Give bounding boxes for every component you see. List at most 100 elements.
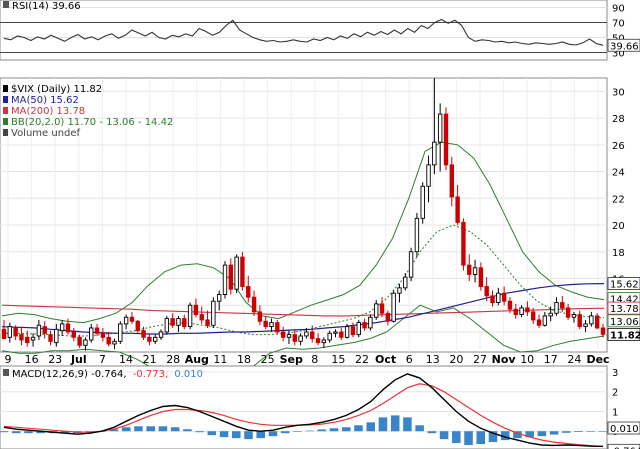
macd-value-tag-label: 0.010	[610, 424, 639, 435]
macd-histogram-bar	[231, 431, 241, 439]
candle-body	[379, 303, 385, 314]
price-tick-label: 26	[612, 141, 625, 152]
macd-value-tags: 0.010 -0.764	[607, 421, 640, 449]
macd-histogram-bar	[537, 431, 547, 437]
macd-histogram-bar	[305, 430, 314, 432]
rsi-legend-icon	[3, 1, 9, 8]
x-tick-label: Oct	[375, 353, 396, 366]
candle-body	[205, 319, 210, 326]
candle-body	[362, 322, 367, 329]
macd-histogram-bar	[366, 422, 376, 432]
macd-tick-label: 1	[612, 407, 618, 418]
macd-legend: MACD(12,26,9) -0.764, -0.773, 0.010	[3, 369, 203, 380]
price-grid	[0, 78, 607, 352]
price-tick-label: 18	[612, 248, 625, 259]
candle-body	[426, 164, 431, 187]
macd-histogram-bar	[158, 426, 168, 432]
macd-histogram-bar	[525, 431, 534, 438]
macd-histogram-bar	[256, 431, 265, 439]
rsi-grid	[0, 7, 607, 53]
candle-body	[525, 307, 530, 313]
candle-body	[158, 331, 164, 338]
candle-body	[36, 324, 42, 337]
candle-body	[48, 334, 53, 342]
candle-body	[228, 264, 234, 290]
candle-body	[59, 323, 65, 332]
price-legend-icon	[3, 96, 8, 103]
x-tick-label: 16	[25, 353, 39, 366]
rsi-panel: 9070503039.66 RSI(14) 39.66	[0, 0, 640, 61]
price-legend-icon	[3, 85, 8, 92]
macd-histogram-bar	[342, 427, 351, 432]
price-legend-text: MA(50) 15.62	[11, 95, 79, 106]
price-tick-label: 22	[612, 194, 625, 205]
candle-body	[589, 315, 594, 325]
price-legend-icon	[3, 107, 8, 114]
candle-body	[333, 331, 338, 334]
candle-body	[467, 264, 472, 275]
x-tick-label: 27	[473, 353, 487, 366]
candle-body	[71, 331, 76, 338]
candle-body	[385, 312, 391, 322]
rsi-line	[3, 18, 604, 46]
candle-body	[356, 322, 361, 336]
x-tick-label: 24	[567, 353, 581, 366]
macd-value-tag	[607, 421, 640, 435]
candle-body	[391, 292, 396, 322]
candle-body	[118, 323, 123, 342]
x-tick-label: 9	[5, 353, 12, 366]
macd-legend-text: MACD(12,26,9) -0.764, -0.773, 0.010	[12, 369, 203, 380]
x-tick-label: 10	[520, 353, 534, 366]
x-tick-label: 6	[406, 353, 413, 366]
candle-body	[1, 328, 7, 340]
candle-body	[251, 296, 257, 313]
rsi-tick-label: 90	[612, 4, 625, 15]
price-tick-label: 20	[612, 221, 625, 232]
candle-body	[246, 286, 251, 298]
macd-histogram-bar	[24, 431, 33, 434]
x-tick-label: 21	[143, 353, 157, 366]
x-tick-label: Dec	[586, 353, 609, 366]
candle-body	[344, 326, 350, 338]
macd-tick-label: 2	[612, 388, 618, 399]
rsi-axis: 9070503039.66	[607, 4, 640, 60]
candle-body	[182, 318, 187, 328]
macd-histogram-bar	[146, 426, 155, 432]
macd-histogram-bar	[317, 429, 327, 432]
price-value-tag	[607, 327, 640, 341]
candle-body	[286, 334, 292, 338]
candle-body	[507, 300, 513, 310]
price-value-tag	[607, 277, 640, 290]
rsi-value-label: 39.66	[610, 41, 639, 52]
candle-body	[310, 331, 315, 340]
candle-body	[350, 326, 356, 336]
x-tick-label: Jul	[70, 353, 87, 366]
macd-histogram-bar	[268, 431, 278, 437]
candle-body	[25, 336, 30, 344]
price-tick-label: 30	[612, 87, 625, 98]
rsi-value-tag	[607, 38, 640, 52]
candle-body	[106, 336, 111, 345]
candle-body	[554, 302, 559, 314]
candle-body	[147, 336, 152, 342]
candle-body	[461, 221, 466, 266]
macd-histogram-bar	[121, 427, 131, 432]
price-legend-icon	[3, 118, 8, 125]
candle-body	[292, 334, 297, 342]
macd-histogram-bar	[562, 431, 571, 433]
rsi-line-layer	[3, 18, 604, 46]
macd-histogram-bar	[549, 431, 559, 435]
candle-body	[519, 307, 524, 316]
macd-histogram-bar	[513, 431, 522, 439]
macd-legend-signal: -0.773,	[133, 369, 168, 380]
price-panel: 30282624222018161412 15.6214.4213.7813.0…	[0, 77, 640, 389]
candle-body	[77, 336, 82, 346]
candle-body	[560, 302, 565, 309]
candle-body	[327, 332, 332, 341]
candle-body	[280, 331, 286, 338]
candle-body	[403, 276, 408, 289]
candle-body	[577, 314, 582, 328]
x-tick-label: Aug	[185, 353, 209, 366]
macd-histogram-bar	[403, 417, 412, 432]
